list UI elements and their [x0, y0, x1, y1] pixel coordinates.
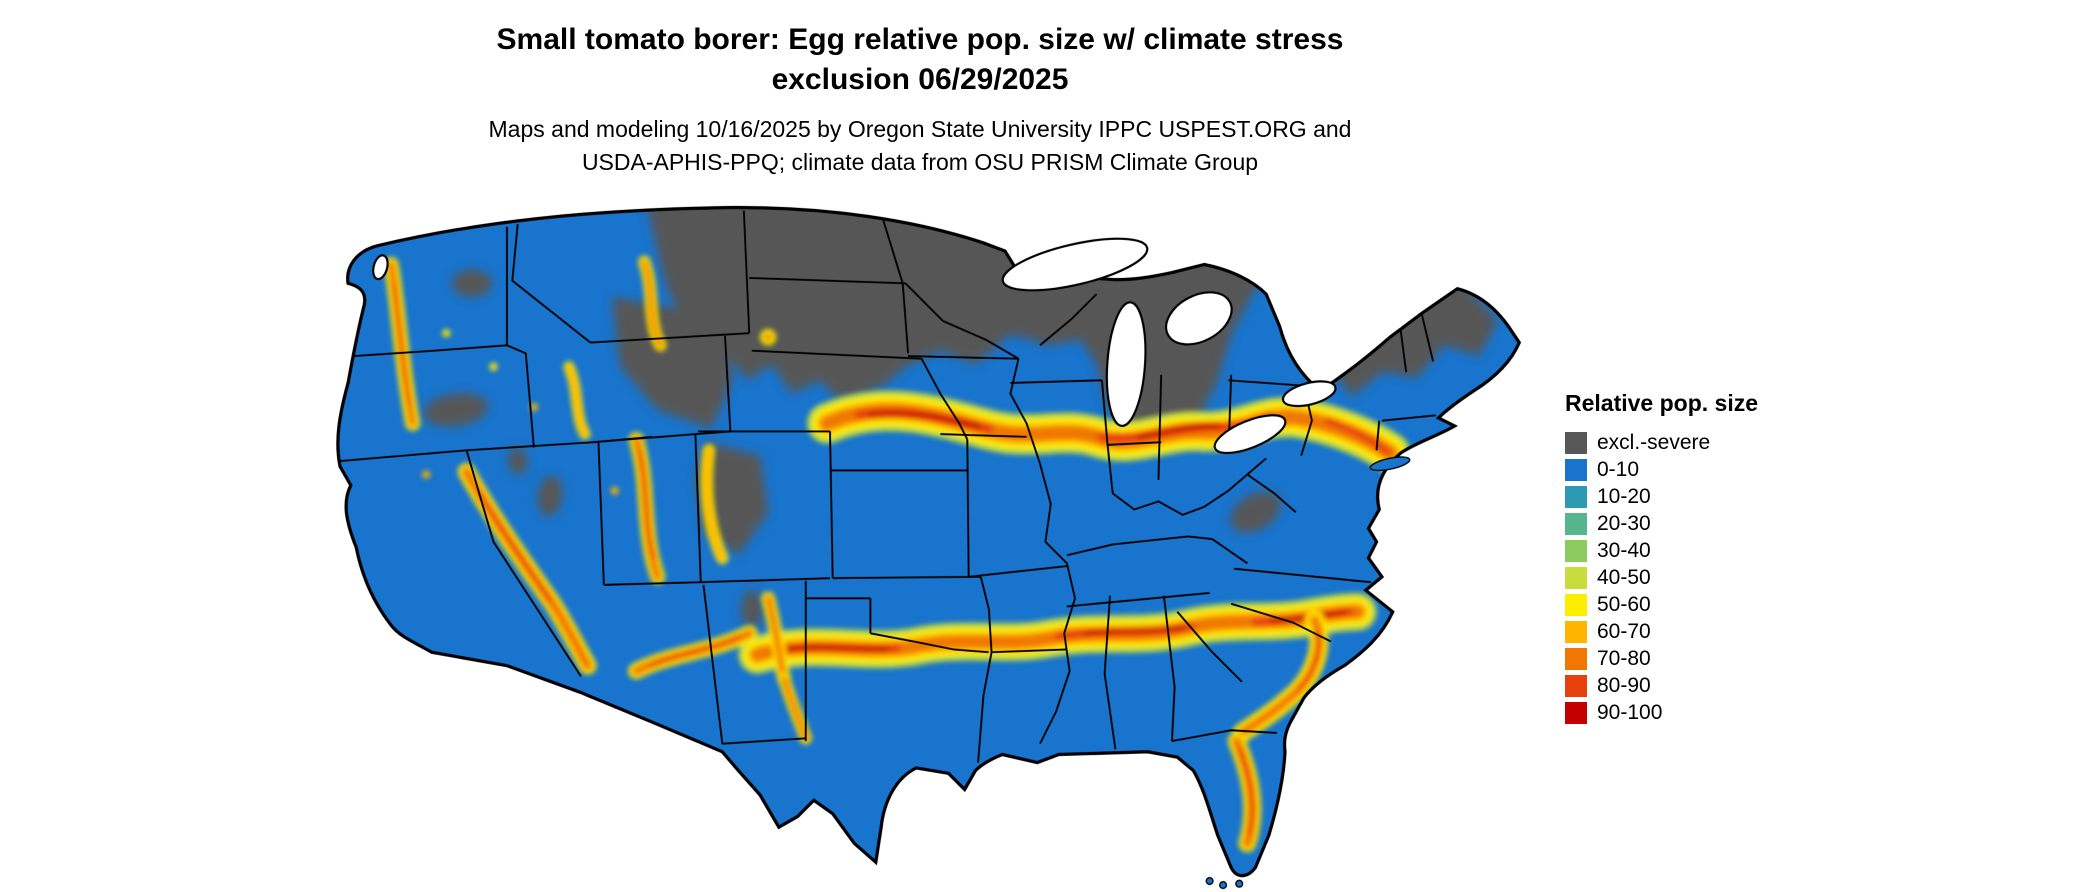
lake-erie: [1213, 414, 1287, 454]
legend-swatch: [1565, 701, 1587, 724]
legend-label: 50-60: [1597, 592, 1651, 616]
legend-item: 80-90: [1565, 672, 1758, 699]
heat-bands: [383, 255, 1411, 853]
legend-item: 30-40: [1565, 537, 1758, 564]
subtitle: Maps and modeling 10/16/2025 by Oregon S…: [488, 116, 1352, 142]
legend-item: 70-80: [1565, 645, 1758, 672]
legend-label: excl.-severe: [1597, 430, 1711, 454]
us-map-svg: [336, 205, 1522, 890]
legend: Relative pop. size excl.-severe 0-10 10-…: [1565, 390, 1758, 726]
excluded-appalachia: [1230, 491, 1281, 533]
subtitle-block: Maps and modeling 10/16/2025 by Oregon S…: [290, 113, 1550, 179]
legend-label: 0-10: [1597, 457, 1640, 481]
legend-swatch: [1565, 566, 1587, 589]
excluded-new-mexico: [741, 590, 763, 628]
legend-swatch: [1565, 620, 1587, 643]
legend-item: 40-50: [1565, 564, 1758, 591]
coastal-features: [1205, 456, 1411, 890]
legend-item: 50-60: [1565, 591, 1758, 618]
legend-label: 30-40: [1597, 538, 1651, 562]
legend-title: Relative pop. size: [1565, 390, 1759, 416]
great-lakes: [372, 237, 1337, 454]
legend-swatch: [1565, 458, 1587, 481]
excluded-nevada-2: [508, 447, 528, 475]
lake-ontario: [1281, 380, 1337, 408]
legend-label: 90-100: [1597, 700, 1663, 724]
page-title-line2: exclusion 06/29/2025: [771, 63, 1069, 96]
excluded-se-oregon: [423, 393, 488, 427]
map-raster: [337, 207, 1520, 876]
lake-huron: [1165, 291, 1233, 346]
excluded-ne-washington: [451, 269, 493, 297]
lake-superior: [1001, 237, 1149, 292]
legend-item: 60-70: [1565, 618, 1758, 645]
long-island: [1369, 456, 1411, 472]
legend-swatch: [1565, 674, 1587, 697]
legend-item: 10-20: [1565, 483, 1758, 510]
title-block: Small tomato borer: Egg relative pop. si…: [290, 20, 1550, 179]
legend-swatch: [1565, 485, 1587, 508]
puget-sound: [372, 254, 389, 281]
subtitle-line2: USDA-APHIS-PPQ; climate data from OSU PR…: [581, 149, 1259, 175]
legend-label: 20-30: [1597, 511, 1651, 535]
legend-swatch: [1565, 512, 1587, 535]
legend-item: 0-10: [1565, 456, 1758, 483]
legend-item: 90-100: [1565, 699, 1758, 726]
us-map-image: [305, 205, 1530, 892]
legend-swatch: [1565, 431, 1587, 454]
legend-label: 70-80: [1597, 646, 1651, 670]
legend-label: 10-20: [1597, 484, 1651, 508]
legend-swatch: [1565, 593, 1587, 616]
legend-label: 60-70: [1597, 619, 1651, 643]
legend-label: 80-90: [1597, 673, 1651, 697]
legend-item: excl.-severe: [1565, 429, 1758, 456]
legend-swatch: [1565, 647, 1587, 670]
lake-michigan: [1105, 301, 1147, 427]
legend-label: 40-50: [1597, 565, 1651, 589]
excluded-wyoming-rockies: [611, 296, 734, 429]
legend-item: 20-30: [1565, 510, 1758, 537]
excluded-nevada-1: [537, 475, 563, 517]
page-title: Small tomato borer: Egg relative pop. si…: [496, 23, 1344, 56]
florida-keys: [1205, 876, 1214, 886]
legend-swatch: [1565, 539, 1587, 562]
